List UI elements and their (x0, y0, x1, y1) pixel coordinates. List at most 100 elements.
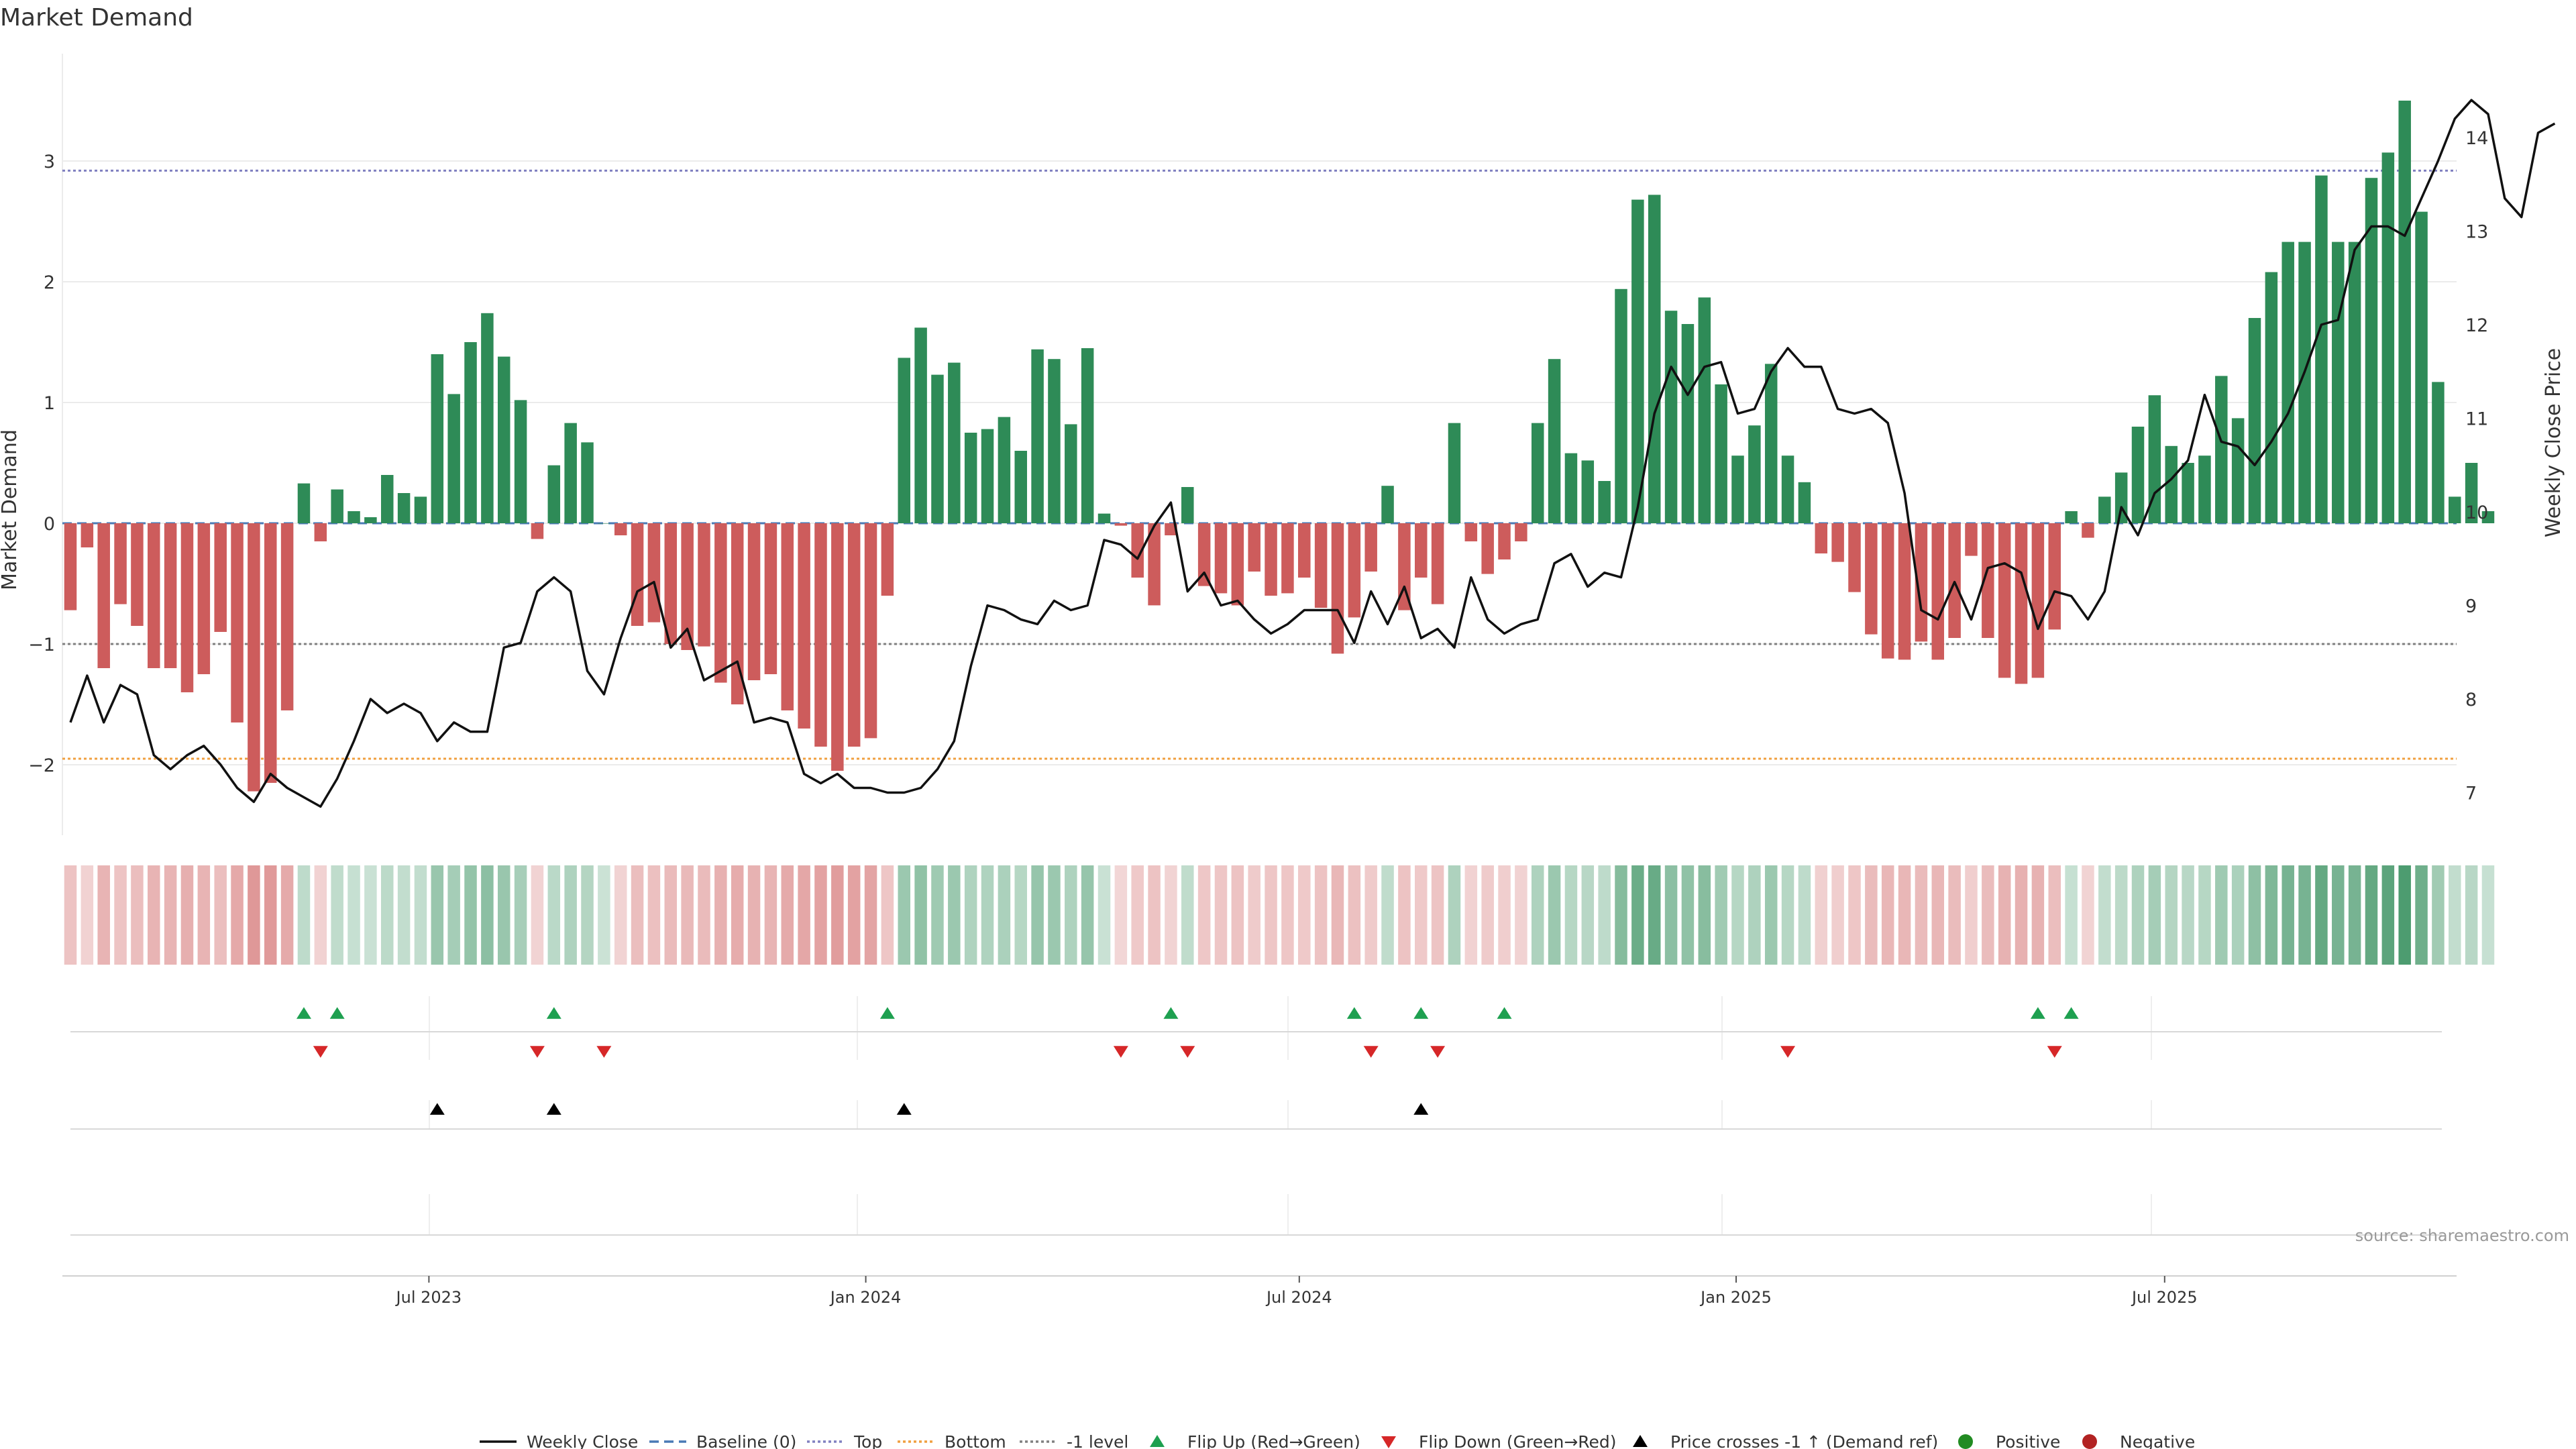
bar-positive (1181, 487, 1194, 523)
flip-up-marker (329, 1007, 345, 1019)
bar-positive (414, 496, 427, 523)
bar-negative (831, 523, 844, 771)
y2-tick-label: 8 (2465, 690, 2477, 710)
bar-negative (2048, 523, 2061, 630)
bar-positive (2282, 241, 2294, 523)
bar-negative (1231, 523, 1244, 606)
bar-negative (631, 523, 644, 626)
legend-label: Price crosses -1 ↑ (Demand ref) (1670, 1432, 1938, 1449)
bar-negative (1214, 523, 1228, 594)
heat-cell (80, 865, 94, 965)
flip-up-marker (1163, 1007, 1179, 1019)
bar-negative (131, 523, 144, 626)
bar-negative (314, 523, 327, 541)
bar-negative (1848, 523, 1861, 592)
legend-swatch (2082, 1434, 2097, 1449)
x-tick-label: Jan 2024 (829, 1288, 902, 1307)
heat-cell (2265, 865, 2278, 965)
flip-down-marker (2047, 1046, 2062, 1058)
heat-cell (1865, 865, 1878, 965)
heat-cell (264, 865, 277, 965)
bar-negative (114, 523, 127, 604)
heat-cell (1181, 865, 1194, 965)
heat-cell (1898, 865, 1911, 965)
bar-positive (2465, 463, 2478, 523)
y-tick-label: 2 (44, 272, 55, 293)
heat-cell (614, 865, 627, 965)
heat-cell (1298, 865, 1311, 965)
heat-cell (948, 865, 961, 965)
heat-cell (114, 865, 127, 965)
heat-cell (1048, 865, 1061, 965)
bar-positive (1065, 424, 1077, 523)
bar-positive (431, 354, 444, 523)
bar-negative (814, 523, 827, 747)
heat-cell (814, 865, 827, 965)
heat-cell (847, 865, 861, 965)
heat-cell (2165, 865, 2178, 965)
heat-cell (2432, 865, 2445, 965)
bar-positive (1581, 460, 1595, 523)
price-cross-marker (896, 1103, 912, 1115)
heat-cell (1431, 865, 1444, 965)
heat-cell (1881, 865, 1894, 965)
heat-cell (681, 865, 694, 965)
heat-cell (1764, 865, 1778, 965)
bar-positive (497, 356, 511, 523)
flip-down-marker (596, 1046, 612, 1058)
bar-negative (180, 523, 194, 692)
legend-label: Bottom (945, 1432, 1006, 1449)
x-tick-label: Jan 2025 (1699, 1288, 1772, 1307)
heat-cell (864, 865, 877, 965)
bar-positive (2381, 152, 2395, 523)
bar-positive (998, 417, 1011, 523)
heat-cell (1231, 865, 1244, 965)
bar-positive (447, 394, 460, 523)
heat-cell (2215, 865, 2228, 965)
heat-cell (1615, 865, 1627, 965)
heat-cell (1498, 865, 1511, 965)
bar-negative (264, 523, 277, 783)
bar-negative (1298, 523, 1311, 578)
heat-cell (364, 865, 377, 965)
bar-positive (2481, 511, 2495, 523)
bar-positive (1381, 486, 1394, 523)
heat-cell (2114, 865, 2128, 965)
bar-negative (1831, 523, 1844, 562)
bar-negative (1114, 523, 1128, 526)
heat-cell (914, 865, 927, 965)
heat-cell (1564, 865, 1578, 965)
bar-positive (1548, 359, 1561, 523)
legend-label: Positive (1996, 1432, 2060, 1449)
bar-positive (2065, 511, 2078, 523)
heat-cell (547, 865, 561, 965)
bar-positive (1764, 364, 1778, 523)
heat-cell (514, 865, 527, 965)
bar-negative (664, 523, 678, 644)
bar-positive (964, 433, 977, 523)
bar-negative (764, 523, 777, 674)
bar-negative (1965, 523, 1978, 556)
bar-negative (214, 523, 227, 632)
bar-positive (297, 483, 311, 523)
heat-cell (1931, 865, 1945, 965)
bar-positive (464, 342, 477, 523)
bar-negative (148, 523, 160, 668)
bar-positive (2248, 318, 2261, 523)
heat-cell (180, 865, 194, 965)
heat-cell (1998, 865, 2011, 965)
flip-up-marker (1497, 1007, 1512, 1019)
heat-cell (2415, 865, 2428, 965)
heat-cell (1148, 865, 1161, 965)
bar-positive (2449, 496, 2461, 523)
bar-negative (698, 523, 710, 647)
bar-negative (1515, 523, 1527, 541)
y-axis-label: Market Demand (0, 429, 21, 590)
bar-negative (1898, 523, 1911, 660)
heat-cell (1731, 865, 1744, 965)
bar-positive (2415, 211, 2428, 523)
heat-cell (214, 865, 227, 965)
bar-negative (1415, 523, 1428, 578)
heat-cell (131, 865, 144, 965)
heat-cell (747, 865, 761, 965)
